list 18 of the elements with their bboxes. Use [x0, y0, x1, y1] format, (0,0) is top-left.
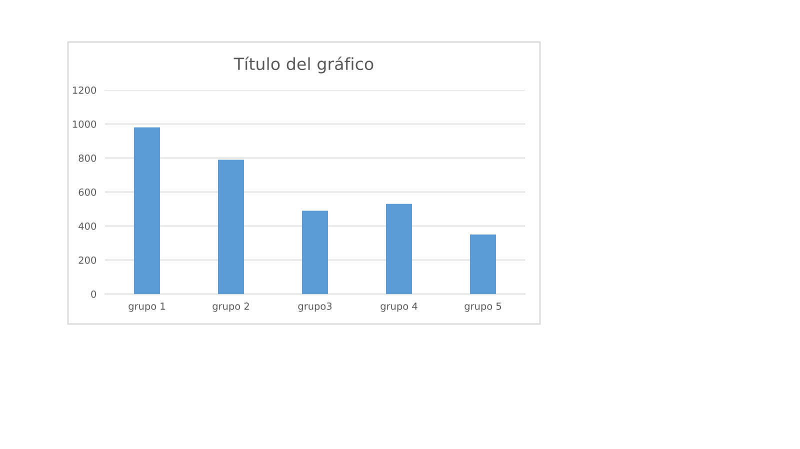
y-tick-label: 400 — [78, 222, 96, 230]
y-tick-label: 1200 — [72, 86, 96, 94]
x-tick-label: grupo 2 — [212, 302, 249, 312]
y-tick-label: 200 — [78, 256, 96, 264]
x-tick-label: grupo 1 — [128, 302, 165, 312]
bar — [386, 204, 412, 294]
y-tick-label: 1000 — [72, 120, 96, 128]
x-tick-label: grupo 5 — [464, 302, 502, 312]
bar — [134, 127, 160, 294]
y-tick-label: 600 — [78, 188, 96, 196]
chart-title: Título del gráfico — [234, 56, 374, 74]
bar — [470, 234, 496, 294]
x-tick-label: grupo 4 — [380, 302, 418, 312]
x-tick-label: grupo3 — [298, 302, 332, 312]
bar — [218, 160, 244, 294]
bar — [302, 210, 328, 294]
y-tick-label: 0 — [91, 290, 96, 298]
y-tick-label: 800 — [78, 154, 96, 162]
